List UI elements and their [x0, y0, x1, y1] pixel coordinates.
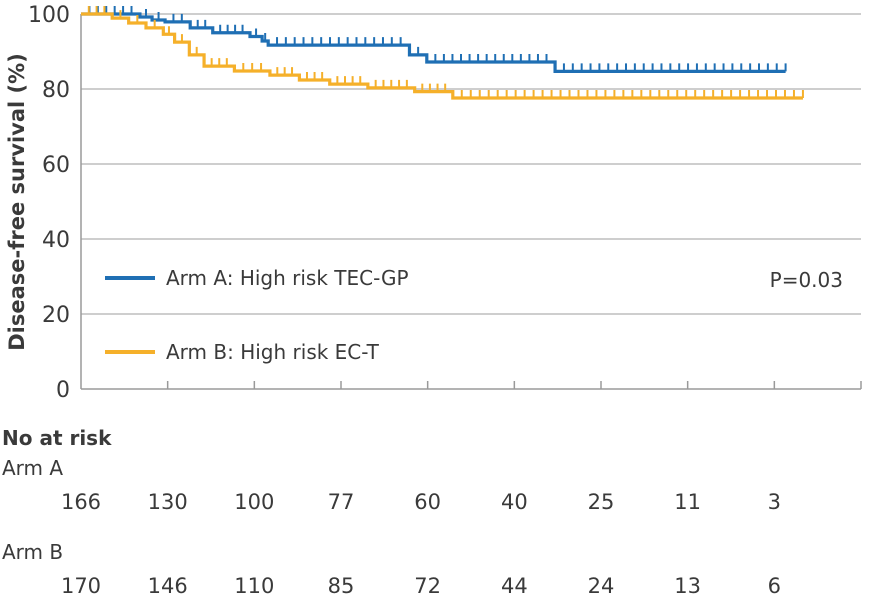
- y-tick-label: 100: [28, 3, 70, 28]
- legend-label-arm-a: Arm A: High risk TEC-GP: [166, 266, 409, 290]
- at-risk-value: 40: [500, 490, 528, 514]
- at-risk-value: 100: [234, 490, 275, 514]
- at-risk-value: 24: [587, 574, 615, 598]
- at-risk-value: 11: [674, 490, 702, 514]
- at-risk-value: 72: [414, 574, 442, 598]
- km-chart: 0 20 40 60 80 100 Disease-free survival (%) A…: [5, 3, 862, 403]
- at-risk-value: 3: [767, 490, 782, 514]
- y-axis-label: Disease-free survival (%): [5, 53, 29, 351]
- y-tick-label: 80: [42, 78, 70, 103]
- at-risk-value: 44: [500, 574, 528, 598]
- at-risk-value: 13: [674, 574, 702, 598]
- legend: Arm A: High risk TEC-GP Arm B: High risk …: [105, 266, 409, 364]
- y-tick-label: 20: [42, 303, 70, 328]
- at-risk-value: 130: [147, 490, 188, 514]
- at-risk-value: 166: [60, 490, 102, 514]
- at-risk-arm-a-label: Arm A: [2, 456, 64, 480]
- curve-arm-a: [81, 12, 786, 73]
- at-risk-value: 110: [234, 574, 275, 598]
- y-tick-label: 60: [42, 153, 70, 178]
- axes: [80, 14, 862, 390]
- grid-lines: [81, 13, 861, 315]
- at-risk-value: 25: [587, 490, 615, 514]
- at-risk-title: No at risk: [2, 426, 112, 450]
- at-risk-arm-b-label: Arm B: [2, 540, 64, 564]
- at-risk-value: 170: [60, 574, 102, 598]
- y-tick-label: 0: [56, 378, 70, 403]
- y-tick-labels: 0 20 40 60 80 100: [28, 3, 70, 403]
- y-tick-label: 40: [42, 228, 70, 253]
- at-risk-value: 77: [327, 490, 355, 514]
- survival-curves: [81, 6, 804, 100]
- at-risk-value: 146: [147, 574, 188, 598]
- at-risk-value: 60: [414, 490, 442, 514]
- at-risk-value: 6: [767, 574, 782, 598]
- p-value-annotation: P=0.03: [770, 268, 843, 292]
- at-risk-value: 85: [327, 574, 355, 598]
- legend-label-arm-b: Arm B: High risk EC-T: [166, 340, 380, 364]
